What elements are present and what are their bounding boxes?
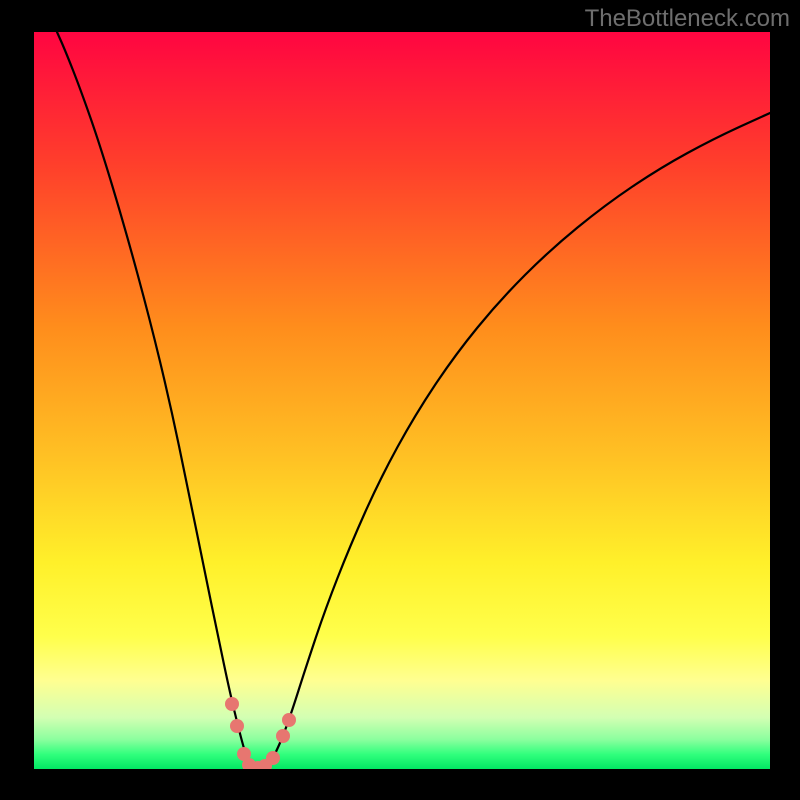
data-marker <box>282 713 296 727</box>
watermark-text: TheBottleneck.com <box>585 5 790 33</box>
gradient-background <box>34 32 770 769</box>
data-marker <box>276 729 290 743</box>
data-marker <box>230 719 244 733</box>
bottleneck-chart <box>0 0 800 800</box>
data-marker <box>266 751 280 765</box>
data-marker <box>225 697 239 711</box>
